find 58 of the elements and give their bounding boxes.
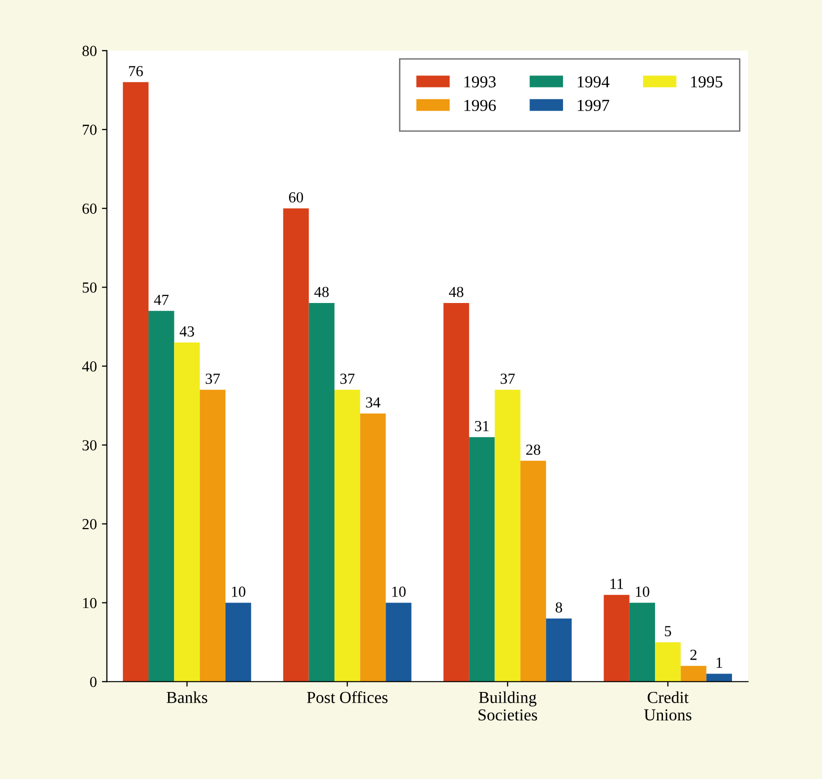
- y-tick-label: 70: [82, 124, 97, 135]
- bar: [225, 602, 252, 682]
- x-tick-label: Credit Unions: [644, 691, 692, 721]
- y-tick-label: 50: [82, 282, 97, 293]
- data-label: 1: [716, 658, 722, 668]
- legend-label: 1993: [464, 76, 496, 88]
- x-tick-label: Building Societies: [478, 691, 538, 721]
- data-label: 8: [556, 602, 562, 613]
- y-tick-label: 30: [82, 440, 97, 450]
- y-tick-label: 60: [82, 204, 97, 214]
- bar: [443, 303, 470, 682]
- bar: [604, 594, 630, 682]
- data-label: 10: [636, 586, 650, 597]
- bar: [148, 310, 174, 682]
- data-label: 10: [232, 586, 246, 597]
- legend-label: 1997: [578, 100, 610, 112]
- legend-label: 1994: [578, 76, 610, 88]
- bar: [706, 674, 732, 682]
- bar: [122, 82, 149, 682]
- data-label: 37: [206, 374, 220, 384]
- bar: [334, 390, 360, 682]
- bar: [283, 208, 309, 682]
- bar: [360, 413, 386, 682]
- data-label: 28: [526, 444, 540, 455]
- bar: [386, 602, 412, 682]
- data-label: 76: [129, 66, 143, 76]
- data-label: 10: [392, 586, 406, 597]
- data-label: 43: [180, 326, 194, 337]
- bar: [546, 618, 572, 682]
- data-label: 31: [475, 420, 489, 432]
- bar: [655, 642, 681, 682]
- bar: [308, 303, 334, 682]
- data-label: 5: [664, 626, 672, 636]
- data-label: 37: [500, 374, 515, 384]
- data-label: 34: [366, 397, 380, 408]
- y-tick-label: 80: [82, 46, 97, 56]
- data-label: 37: [340, 374, 354, 384]
- data-label: 2: [690, 650, 696, 660]
- legend-label: 1995: [691, 76, 722, 88]
- data-label: 48: [314, 286, 329, 298]
- bar: [174, 342, 200, 682]
- bar: [469, 437, 495, 682]
- data-label: 48: [448, 286, 464, 298]
- bar: [200, 390, 226, 682]
- bar: [629, 602, 656, 682]
- data-label: 60: [289, 192, 304, 202]
- x-tick-label: Post Offices: [306, 691, 388, 704]
- bar: [680, 666, 706, 682]
- legend-label: 1996: [464, 100, 496, 112]
- data-label: 47: [154, 294, 169, 305]
- data-label: 11: [610, 578, 624, 589]
- y-tick-label: 10: [83, 598, 97, 608]
- y-tick-label: 20: [82, 519, 97, 530]
- y-tick-label: 0: [90, 676, 97, 688]
- bar: [494, 390, 520, 682]
- x-tick-label: Banks: [166, 691, 208, 704]
- bar: [520, 460, 546, 682]
- y-tick-label: 40: [82, 361, 97, 372]
